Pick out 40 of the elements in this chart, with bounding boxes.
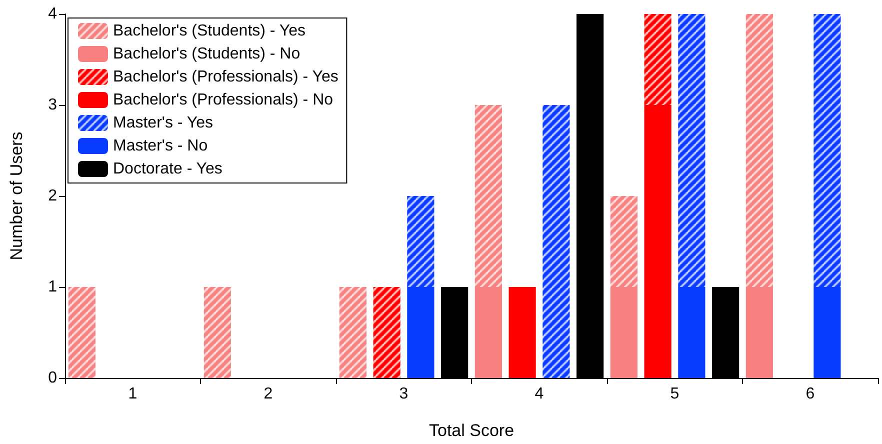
bar <box>610 287 638 378</box>
bar <box>373 287 400 378</box>
bar <box>339 287 366 378</box>
bar <box>746 287 773 378</box>
x-tick-label: 6 <box>806 386 815 402</box>
legend-label: Bachelor's (Professionals) - No <box>113 92 334 108</box>
bar <box>542 105 570 378</box>
bar <box>508 287 536 378</box>
bar <box>407 196 434 287</box>
bar <box>644 14 672 105</box>
x-tick-label: 2 <box>264 386 273 402</box>
bar <box>474 105 502 287</box>
legend-label: Bachelor's (Students) - No <box>113 46 300 62</box>
y-tick-label: 4 <box>48 6 58 22</box>
legend-label: Bachelor's (Students) - Yes <box>113 22 306 40</box>
y-axis-title: Number of Users <box>7 132 26 260</box>
bar <box>678 14 706 287</box>
bar <box>610 196 638 287</box>
y-tick-label: 1 <box>48 278 58 296</box>
y-tick-label: 0 <box>48 370 58 386</box>
bar <box>68 287 96 378</box>
x-tick-label: 3 <box>399 386 408 402</box>
x-tick-label: 1 <box>128 386 138 402</box>
bar <box>407 287 434 378</box>
x-axis-title: Total Score <box>428 421 514 440</box>
legend-label: Doctorate - Yes <box>113 160 222 178</box>
y-tick-label: 3 <box>48 96 58 114</box>
bar <box>644 105 672 378</box>
bar <box>474 287 502 378</box>
legend-label: Master's - No <box>113 138 208 154</box>
bar <box>746 14 773 287</box>
x-tick-label: 5 <box>670 386 680 402</box>
legend-label: Bachelor's (Professionals) - Yes <box>113 68 338 86</box>
bar <box>204 287 231 378</box>
legend-label: Master's - Yes <box>113 114 213 132</box>
y-tick-label: 2 <box>48 188 58 204</box>
x-tick-label: 4 <box>534 386 544 402</box>
bar <box>814 14 841 287</box>
bar <box>678 287 706 378</box>
bar <box>814 287 841 378</box>
